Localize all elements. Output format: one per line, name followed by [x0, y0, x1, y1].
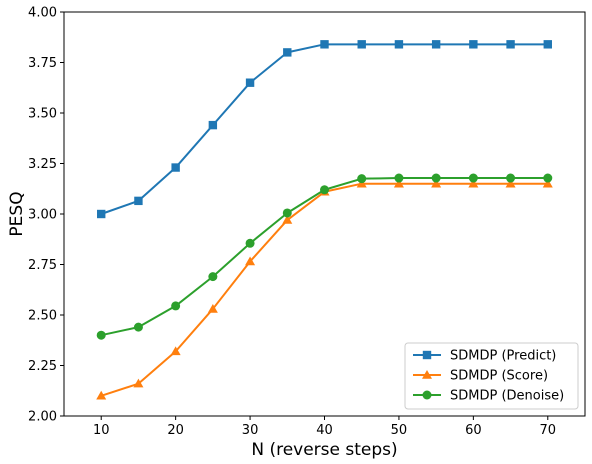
x-tick-label: 10	[93, 423, 110, 438]
data-point	[97, 209, 106, 219]
data-point	[394, 173, 404, 183]
data-point	[468, 178, 479, 188]
y-tick-label: 3.50	[28, 107, 57, 122]
data-point	[245, 238, 255, 248]
data-point	[505, 178, 516, 188]
data-point	[357, 174, 367, 184]
data-point	[133, 322, 143, 332]
data-point	[468, 173, 478, 183]
x-tick-label: 50	[391, 423, 408, 438]
y-tick-label: 3.25	[28, 157, 57, 172]
data-point	[282, 215, 293, 224]
x-tick-label: 70	[540, 423, 557, 438]
x-tick-label: 30	[242, 423, 259, 438]
x-tick-label: 60	[465, 423, 482, 438]
data-point	[542, 178, 553, 188]
data-point	[134, 196, 143, 206]
series-2	[96, 173, 553, 340]
data-point	[208, 120, 218, 130]
axes-layer: 10 20 30 40 50 60 70 2.00 2.25 2.50 2.75 3.00 3.25 3.…	[28, 6, 586, 438]
data-point	[207, 303, 218, 313]
legend-marker	[422, 370, 432, 379]
y-tick-label: 2.75	[28, 258, 57, 273]
y-tick-label: 2.50	[28, 309, 57, 324]
data-point	[245, 78, 255, 87]
data-point	[393, 178, 404, 188]
data-point	[431, 178, 442, 188]
x-axis-label: N (reverse steps)	[251, 440, 397, 460]
data-point	[543, 173, 553, 183]
data-point	[357, 40, 366, 49]
legend-label: SDMDP (Denoise)	[450, 389, 564, 404]
legend-label: SDMDP (Score)	[450, 369, 548, 384]
data-point	[171, 163, 180, 172]
data-point	[96, 390, 107, 400]
data-point	[282, 208, 292, 218]
data-point	[171, 301, 181, 311]
legend-item: SDMDP (Denoise)	[413, 389, 564, 404]
data-point	[96, 330, 106, 340]
legend-marker	[422, 350, 432, 360]
legend-box	[404, 342, 579, 410]
data-point	[394, 40, 404, 49]
series-0	[97, 40, 552, 219]
legend: SDMDP (Predict) SDMDP (Score) SDMDP (Denoi…	[404, 342, 579, 410]
legend-item: SDMDP (Score)	[413, 369, 548, 384]
legend-item: SDMDP (Predict)	[413, 349, 556, 364]
legend-marker	[422, 390, 432, 400]
data-point	[320, 40, 329, 49]
x-tick-label: 20	[167, 423, 184, 438]
data-point	[543, 40, 552, 49]
data-point	[431, 40, 441, 49]
data-point	[506, 40, 515, 49]
data-point	[506, 173, 516, 183]
y-tick-label: 2.25	[28, 359, 57, 374]
legend-label: SDMDP (Predict)	[450, 349, 556, 364]
x-tick-label: 40	[316, 423, 333, 438]
data-point	[431, 173, 441, 183]
data-point	[283, 48, 292, 57]
data-point	[208, 272, 218, 282]
data-point	[320, 185, 329, 195]
data-point	[469, 40, 478, 49]
y-tick-label: 3.75	[28, 56, 57, 71]
y-axis-label: PESQ	[7, 191, 27, 236]
series-layer	[96, 40, 553, 400]
data-point	[245, 256, 256, 266]
y-tick-label: 3.00	[28, 208, 57, 223]
data-point	[170, 346, 181, 356]
y-tick-label: 2.00	[28, 410, 57, 425]
y-tick-label: 4.00	[28, 6, 57, 21]
data-point	[133, 378, 144, 388]
